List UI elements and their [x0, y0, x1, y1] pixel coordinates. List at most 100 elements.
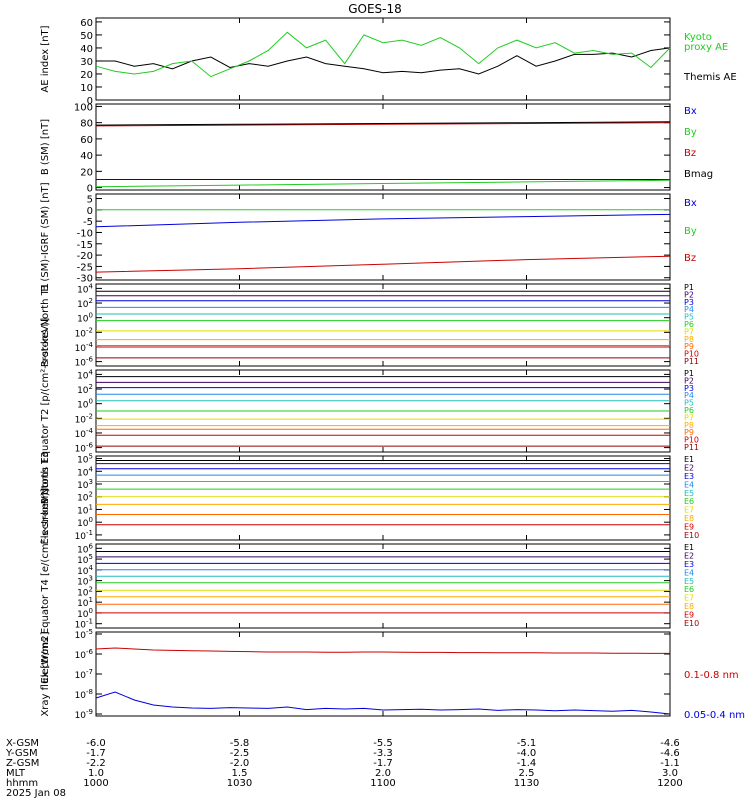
legend-label: 0.05-0.4 nm: [684, 710, 745, 721]
y-tick-label: 100: [77, 607, 93, 620]
footer-row-label: MLT: [6, 768, 26, 779]
y-tick-label: 100: [77, 398, 93, 411]
footer-value: 1130: [514, 778, 539, 789]
y-tick-label: 10-8: [75, 688, 93, 701]
footer-value: 3.0: [662, 768, 678, 779]
y-tick-label: 40: [80, 151, 93, 162]
footer-row-label: 2025 Jan 08: [6, 788, 66, 799]
y-tick-label: 10-4: [75, 427, 94, 440]
legend-label: E7: [684, 594, 694, 603]
footer-value: -5.1: [517, 738, 537, 749]
legend-label: Bz: [684, 253, 696, 264]
footer-value: -5.5: [373, 738, 393, 749]
footer-value: 1000: [83, 778, 108, 789]
y-tick-label: -25: [77, 262, 93, 273]
footer-value: -2.2: [86, 758, 106, 769]
legend-label: P2: [684, 290, 694, 299]
legend-label: E3: [684, 560, 694, 569]
footer-value: -2.0: [230, 758, 250, 769]
legend-label: P7: [684, 327, 694, 336]
footer-value: -5.8: [230, 738, 250, 749]
y-axis-label: B (SM) [nT]: [40, 119, 51, 175]
y-tick-label: 0: [87, 206, 93, 217]
y-tick-label: 102: [77, 491, 93, 504]
series-line-bx: [95, 213, 671, 228]
series-line-bz: [95, 255, 671, 273]
footer-value: 1.5: [232, 768, 248, 779]
y-tick-label: 102: [77, 585, 93, 598]
y-tick-label: 20: [80, 167, 93, 178]
y-tick-label: 40: [80, 44, 93, 55]
y-tick-label: 5: [87, 195, 93, 206]
legend-label: P10: [684, 436, 699, 445]
legend-label: E9: [684, 611, 694, 620]
y-axis-label: Xray flux [W/m2]: [40, 631, 51, 716]
legend-label: E8: [684, 602, 694, 611]
y-tick-label: 102: [77, 297, 93, 310]
y-tick-label: 104: [77, 282, 93, 295]
legend-label: E1: [684, 455, 694, 464]
footer-row-label: X-GSM: [6, 738, 39, 749]
footer-value: -4.6: [660, 748, 680, 759]
y-axis-label: B (SM)-IGRF (SM) [nT]: [40, 182, 51, 291]
series-line-bmag: [95, 121, 671, 126]
legend-label: E1: [684, 543, 694, 552]
y-tick-label: 10-2: [75, 326, 93, 339]
series-line-kyoto-proxy-ae: [95, 31, 671, 78]
y-axis-label: Electrons Equator T4 [e/(cm²-s-sr-keV)]: [40, 488, 51, 683]
y-tick-label: 80: [80, 119, 93, 130]
footer-value: 1100: [370, 778, 395, 789]
legend-label: P5: [684, 399, 694, 408]
y-tick-label: 102: [77, 383, 93, 396]
legend-label: E7: [684, 506, 694, 515]
y-axis-label: Protons North T1: [40, 283, 51, 367]
legend-label: E8: [684, 514, 694, 523]
legend-label: 0.1-0.8 nm: [684, 670, 739, 681]
figure-title: GOES-18: [348, 2, 402, 16]
series-line-0-1-0-8-nm: [95, 647, 670, 654]
y-tick-label: -10: [77, 228, 93, 239]
legend-label: P8: [684, 335, 694, 344]
legend-label: P3: [684, 384, 694, 393]
footer-value: -1.1: [660, 758, 680, 769]
y-tick-label: 104: [77, 465, 93, 478]
y-tick-label: 10-1: [75, 529, 93, 542]
y-tick-label: 10: [80, 83, 93, 94]
legend-label: By: [684, 226, 697, 237]
y-tick-label: 10-7: [75, 668, 93, 681]
legend-label: E9: [684, 523, 694, 532]
y-tick-label: 100: [77, 312, 93, 325]
legend-label: P6: [684, 406, 694, 415]
footer-row-label: hhmm: [6, 778, 38, 789]
legend-label: P11: [684, 443, 699, 452]
legend-label: P1: [684, 283, 694, 292]
panel-frame: [95, 17, 671, 101]
footer-value: -2.5: [230, 748, 250, 759]
y-tick-label: 101: [77, 596, 93, 609]
footer-value: 2.5: [519, 768, 535, 779]
legend-label: Bx: [684, 106, 697, 117]
series-line-0-05-0-4-nm: [95, 691, 671, 715]
panel-frame: [95, 283, 671, 367]
legend-label: P4: [684, 305, 694, 314]
y-tick-label: 60: [80, 18, 93, 29]
series-line-by: [95, 179, 671, 188]
y-tick-label: 105: [77, 453, 93, 466]
legend-label: P9: [684, 428, 694, 437]
y-tick-label: 100: [77, 516, 93, 529]
legend-label: E2: [684, 463, 694, 472]
y-axis-label: AE index [nT]: [40, 25, 51, 92]
footer-value: -6.0: [86, 738, 106, 749]
legend-label: Bx: [684, 198, 697, 209]
legend-label: E4: [684, 480, 694, 489]
panel-2: 0 20 40 60 80 100 B (SM) [nT] Bx By Bz Bmag: [40, 102, 713, 194]
footer-value: 2.0: [375, 768, 391, 779]
legend-label: P6: [684, 320, 694, 329]
footer-value: 1.0: [88, 768, 104, 779]
y-tick-label: 104: [77, 368, 93, 381]
